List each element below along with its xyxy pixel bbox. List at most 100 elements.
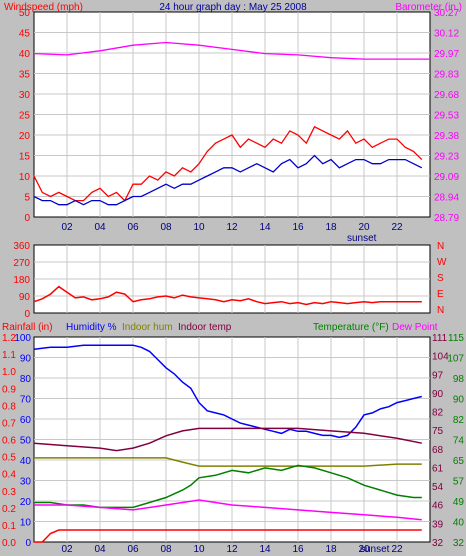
humidity-tick-50: 50 (20, 436, 32, 447)
temp-tick-left-111: 111 (432, 333, 448, 344)
windspeed-tick-15: 15 (19, 152, 31, 163)
temp-tick-right-57: 57 (453, 477, 465, 488)
series-line-dew-point (34, 499, 422, 521)
rain-tick-0-6: 0.6 (2, 436, 16, 447)
x-tick-top-14: 14 (259, 222, 271, 233)
direction-tick-180: 180 (13, 275, 30, 286)
rain-tick-0-2: 0.2 (2, 504, 16, 515)
series-line-indoor-hum (34, 457, 422, 467)
climate-x-tick-labels: 02 04 06 08 10 12 14 16 18 20 22 (61, 544, 403, 555)
series-line-rainfall-in (34, 529, 422, 543)
x-tick-bottom-18: 18 (325, 544, 337, 555)
climate-series (33, 344, 422, 543)
series-line-wind-gust (33, 154, 423, 206)
humidity-tick-10: 10 (20, 518, 32, 529)
barometer-tick-29-09: 29.09 (434, 172, 459, 183)
temp-tick-left-97: 97 (432, 370, 444, 381)
windspeed-tick-labels: 0 5 10 15 20 25 30 35 40 45 50 (19, 8, 31, 224)
humidity-tick-60: 60 (20, 415, 32, 426)
x-tick-bottom-16: 16 (292, 544, 304, 555)
series-line-windspeed (33, 125, 423, 202)
sunset-label-bottom: sunset (360, 544, 390, 555)
barometer-axis-title: Barometer (in.) (395, 2, 462, 13)
temp-tick-right-98: 98 (453, 374, 465, 385)
x-tick-bottom-08: 08 (160, 544, 172, 555)
humidity-tick-0: 0 (25, 538, 31, 549)
x-tick-top-18: 18 (325, 222, 337, 233)
humidity-tick-100: 100 (14, 333, 31, 344)
legend-temperature: Temperature (°F) (313, 322, 389, 333)
temp-tick-right-49: 49 (453, 497, 465, 508)
x-tick-bottom-20: 20 (358, 544, 370, 555)
legend-humidity: Humidity % (66, 322, 117, 333)
barometer-tick-29-68: 29.68 (434, 90, 459, 101)
temp-tick-left-46: 46 (432, 501, 444, 512)
windspeed-axis-title: Windspeed (mph) (4, 2, 83, 13)
x-tick-top-12: 12 (226, 222, 238, 233)
legend-rainfall: Rainfall (in) (2, 322, 53, 333)
chart-title: 24 hour graph day : May 25 2008 (159, 2, 307, 13)
temp-tick-left-82: 82 (432, 408, 444, 419)
x-tick-bottom-04: 04 (94, 544, 106, 555)
temp-tick-right-74: 74 (453, 436, 465, 447)
barometer-tick-29-97: 29.97 (434, 49, 459, 60)
series-line-wind-direction (33, 285, 422, 306)
x-tick-top-20: 20 (358, 222, 370, 233)
barometer-tick-29-23: 29.23 (434, 152, 459, 163)
compass-letter-3: E (437, 289, 444, 300)
windspeed-tick-25: 25 (19, 111, 31, 122)
humidity-tick-40: 40 (20, 456, 32, 467)
barometer-tick-28-79: 28.79 (434, 213, 459, 224)
temp-tick-right-40: 40 (453, 518, 465, 529)
windspeed-tick-50: 50 (19, 8, 31, 19)
rain-tick-0-0: 0.0 (2, 538, 16, 549)
x-tick-top-16: 16 (292, 222, 304, 233)
temp-tick-left-68: 68 (432, 445, 444, 456)
temp-tick-left-32: 32 (432, 538, 444, 549)
x-tick-bottom-14: 14 (259, 544, 271, 555)
barometer-tick-30-27: 30.27 (434, 8, 459, 19)
legend-indoor-temp: Indoor temp (178, 322, 232, 333)
sunset-label-top: sunset (347, 233, 377, 244)
rain-tick-1-2: 1.2 (2, 333, 16, 344)
rain-tick-0-1: 0.1 (2, 521, 16, 532)
temp-tick-left-90: 90 (432, 389, 444, 400)
windspeed-tick-10: 10 (19, 172, 31, 183)
humidity-tick-30: 30 (20, 477, 32, 488)
barometer-tick-28-94: 28.94 (434, 193, 459, 204)
compass-letter-0: N (437, 241, 444, 252)
direction-tick-360: 360 (13, 241, 30, 252)
x-tick-bottom-22: 22 (391, 544, 403, 555)
rain-tick-0-7: 0.7 (2, 418, 16, 429)
temp-tick-right-115: 115 (448, 333, 464, 344)
compass-letter-2: S (437, 273, 444, 284)
x-tick-bottom-10: 10 (193, 544, 205, 555)
rain-tick-1-1: 1.1 (2, 350, 16, 361)
temp-tick-left-75: 75 (432, 426, 444, 437)
x-tick-top-06: 06 (127, 222, 139, 233)
series-line-barometer (33, 41, 430, 60)
x-tick-top-22: 22 (391, 222, 403, 233)
windspeed-tick-35: 35 (19, 70, 31, 81)
wind-baro-gridlines (34, 12, 430, 217)
barometer-tick-29-83: 29.83 (434, 70, 459, 81)
temp-tick-left-54: 54 (432, 482, 444, 493)
rain-tick-0-3: 0.3 (2, 487, 16, 498)
temp-tick-left-39: 39 (432, 519, 444, 530)
wind-direction-series (33, 285, 422, 306)
legend-dew-point: Dew Point (392, 322, 438, 333)
temp-tick-right-107: 107 (447, 354, 464, 365)
x-tick-top-02: 02 (61, 222, 73, 233)
barometer-tick-29-53: 29.53 (434, 111, 459, 122)
barometer-tick-labels: 28.79 28.94 29.09 29.23 29.38 29.53 29.68 29.83… (434, 8, 459, 224)
windspeed-tick-45: 45 (19, 29, 31, 40)
series-line-humidity (33, 344, 422, 439)
rain-tick-0-8: 0.8 (2, 401, 16, 412)
x-tick-top-08: 08 (160, 222, 172, 233)
compass-letter-4: N (437, 305, 444, 316)
rain-tick-0-5: 0.5 (2, 453, 16, 464)
rain-tick-1-0: 1.0 (2, 367, 16, 378)
humidity-tick-70: 70 (20, 395, 32, 406)
rain-tick-0-4: 0.4 (2, 470, 16, 481)
